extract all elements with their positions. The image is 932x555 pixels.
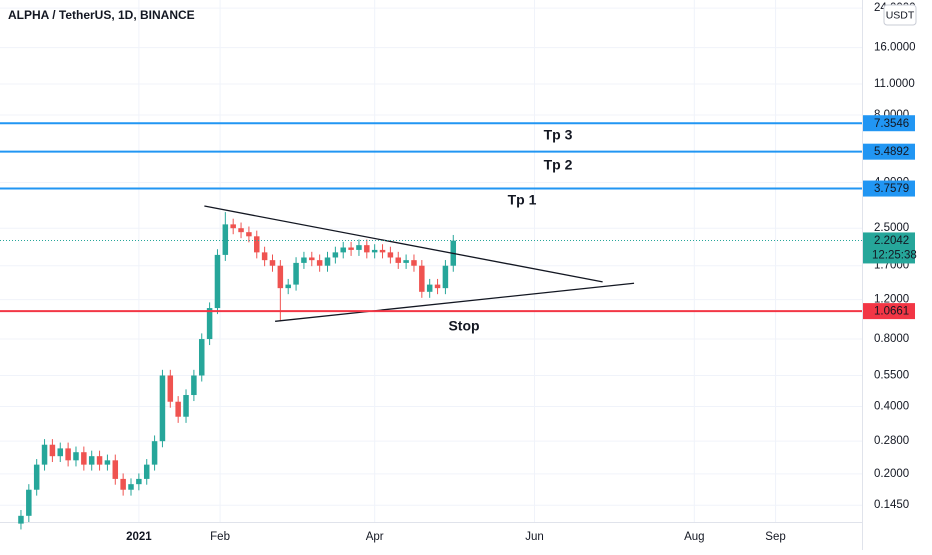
candle-body <box>143 464 150 479</box>
candle-body <box>254 236 260 253</box>
candle-body <box>33 464 40 490</box>
level-label: 3.7579 <box>874 183 909 195</box>
candle-body <box>120 478 126 490</box>
candle-body <box>49 444 56 457</box>
candle-body <box>442 265 449 289</box>
candle-body <box>198 339 205 376</box>
candle-body <box>238 228 244 233</box>
y-tick-label: 2.5000 <box>874 222 909 234</box>
level-label-box <box>863 143 915 160</box>
last-price-label: 2.2042 <box>874 235 909 247</box>
y-tick-label: 0.2000 <box>874 468 909 480</box>
candle-body <box>57 448 64 457</box>
candle-body <box>309 257 315 261</box>
candle-body <box>167 375 174 402</box>
y-tick-label: 16.0000 <box>874 42 916 54</box>
x-tick-label: Apr <box>366 531 384 543</box>
x-tick-label: Feb <box>210 531 230 543</box>
candle-body <box>246 232 252 237</box>
candle-body <box>364 245 370 253</box>
y-tick-label: 0.5500 <box>874 370 909 382</box>
candle-body <box>301 257 307 263</box>
candle-body <box>426 284 433 292</box>
candle-body <box>112 460 119 479</box>
candle-body <box>356 245 362 250</box>
candle-body <box>419 265 425 292</box>
candle-body <box>104 460 111 465</box>
candle-body <box>387 252 394 258</box>
candle-body <box>26 489 32 516</box>
level-label: 7.3546 <box>874 118 909 130</box>
candle-body <box>324 257 331 266</box>
candle-body <box>348 247 354 250</box>
y-tick-label: 0.4000 <box>874 401 909 413</box>
candle-body <box>230 224 236 229</box>
y-tick-label: 0.2800 <box>874 435 909 447</box>
currency-label[interactable]: USDT <box>886 9 915 21</box>
annotation: Stop <box>448 318 479 334</box>
candle-body <box>269 260 276 266</box>
x-tick-label: 2021 <box>126 531 152 543</box>
candle-body <box>81 452 87 465</box>
candle-body <box>73 452 79 461</box>
candle-body <box>18 515 24 524</box>
candle-body <box>96 456 103 465</box>
level-label: 1.0661 <box>874 306 909 318</box>
chart-title: ALPHA / TetherUS, 1D, BINANCE <box>8 8 195 22</box>
candle-body <box>332 252 339 258</box>
last-price-box <box>863 232 915 264</box>
candle-body <box>128 484 134 490</box>
x-tick-label: Sep <box>765 531 785 543</box>
grid <box>0 0 862 522</box>
y-tick-label: 0.1450 <box>874 499 909 511</box>
candle-body <box>395 257 402 263</box>
candle-body <box>293 262 299 285</box>
candle-body <box>285 284 291 289</box>
y-tick-label: 1.2000 <box>874 294 909 306</box>
annotation: Tp 1 <box>508 192 537 208</box>
candle-body <box>206 308 213 340</box>
axes: 0.1450 0.2000 0.2800 0.4000 0.5500 0.8000 1.20… <box>126 2 917 543</box>
candle-body <box>434 284 441 289</box>
candle-body <box>340 247 346 253</box>
trendline <box>275 282 635 322</box>
candle-body <box>371 249 378 253</box>
candle-body <box>136 478 142 485</box>
candle-body <box>151 441 158 465</box>
level-label-box <box>863 180 915 197</box>
candle-body <box>175 401 181 417</box>
candle-body <box>403 260 409 263</box>
currency-button[interactable] <box>883 4 917 26</box>
annotation: Tp 3 <box>544 127 573 143</box>
candle-body <box>261 252 268 261</box>
countdown-label: 12:25:38 <box>872 249 917 261</box>
candle-body <box>183 395 189 417</box>
level-label-box <box>863 115 915 132</box>
candle-body <box>159 375 166 442</box>
candle-body <box>88 456 95 465</box>
candle-body <box>277 265 284 289</box>
y-tick-label: 0.8000 <box>874 333 909 345</box>
candle-body <box>65 448 71 461</box>
candle-body <box>214 254 221 309</box>
candle-body <box>316 260 323 266</box>
candle-body <box>191 375 197 396</box>
x-tick-label: Aug <box>684 531 704 543</box>
x-tick-label: Jun <box>525 531 544 543</box>
level-label-box <box>863 303 915 320</box>
trendline <box>204 205 603 283</box>
y-tick-label: 11.0000 <box>874 78 915 90</box>
candle-body <box>222 224 229 255</box>
candle-body <box>379 249 386 253</box>
level-label: 5.4892 <box>874 146 909 158</box>
annotation: Tp 2 <box>544 157 573 173</box>
candle-body <box>41 444 48 465</box>
candle-body <box>411 260 417 266</box>
plot <box>0 122 862 530</box>
